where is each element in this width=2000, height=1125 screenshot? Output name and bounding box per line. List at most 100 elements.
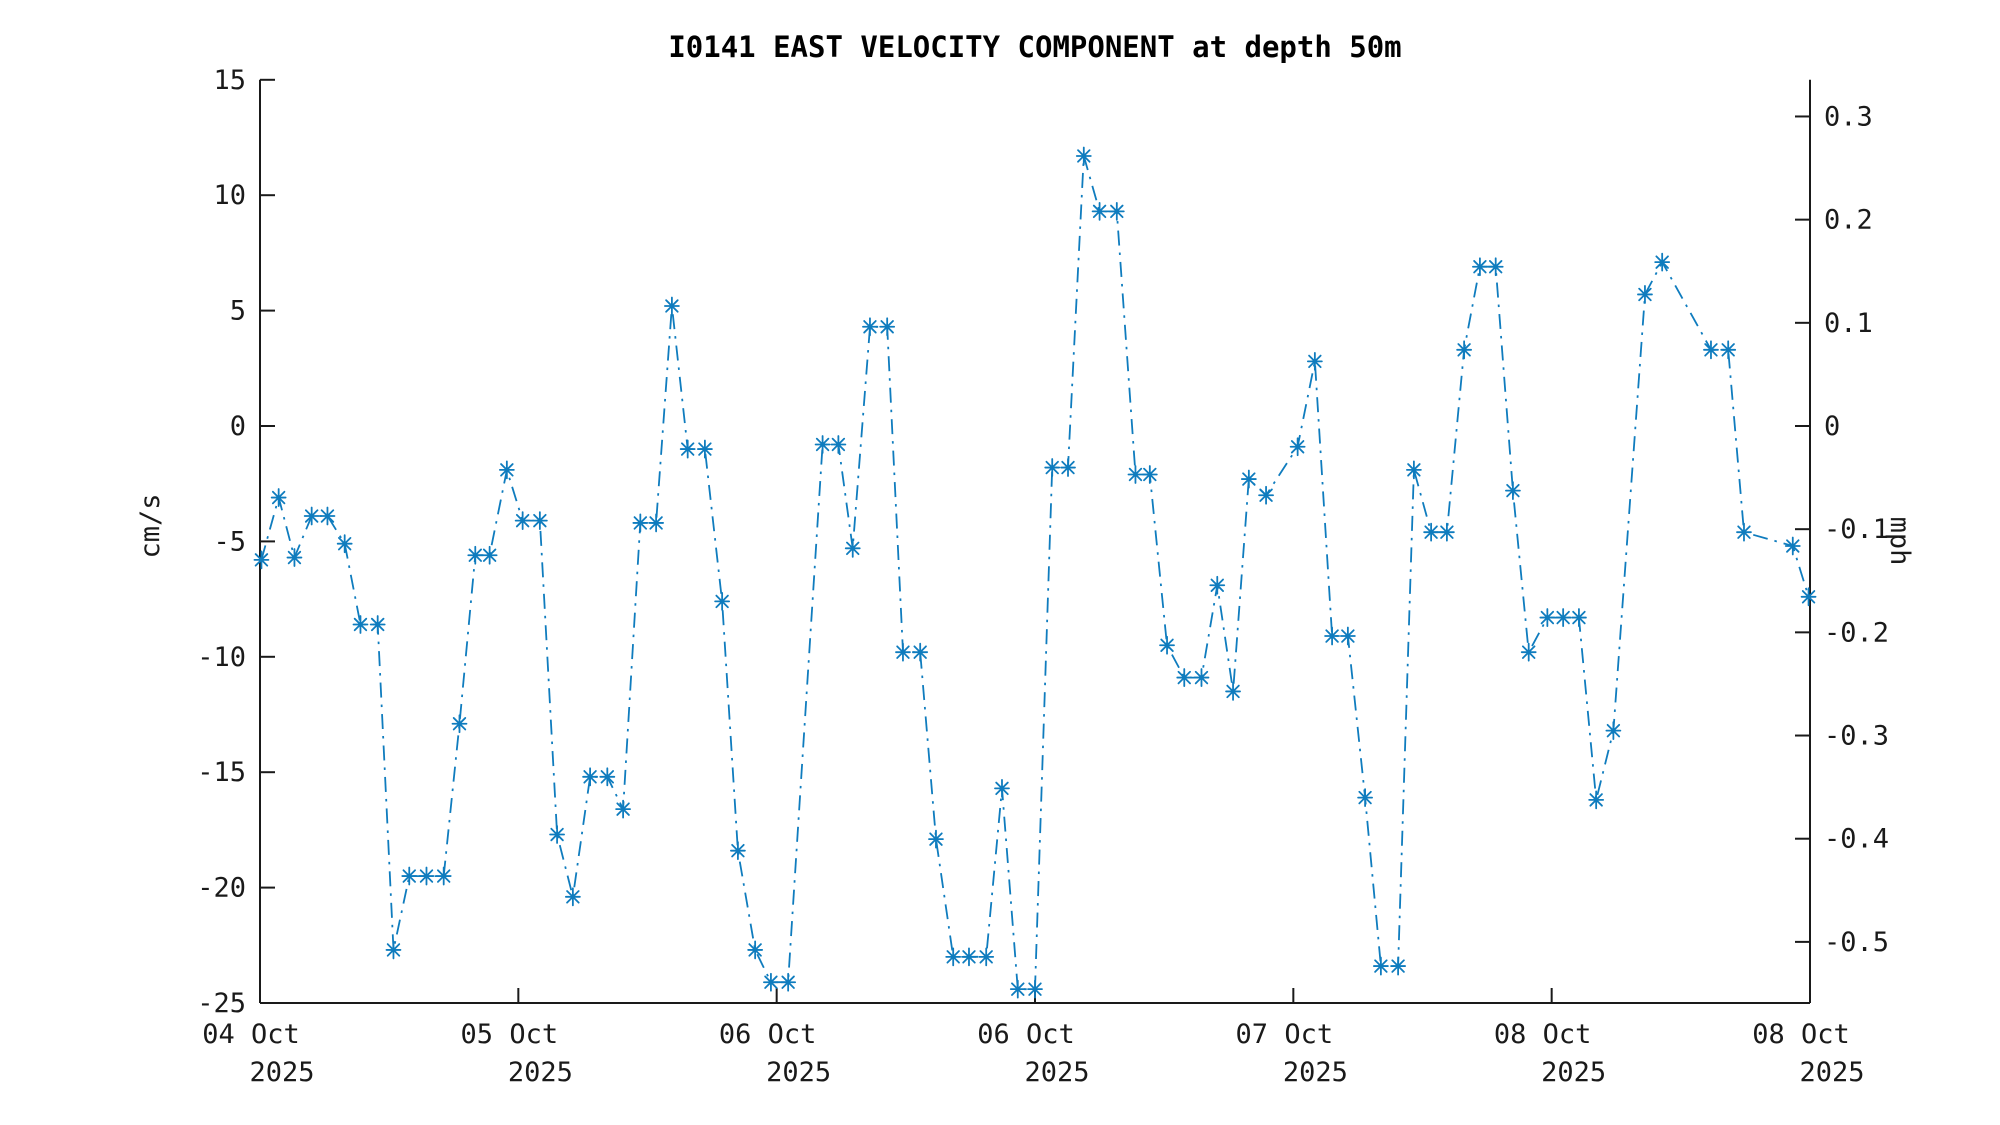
- data-point-marker: [1027, 979, 1043, 999]
- data-point-marker: [1539, 608, 1556, 627]
- data-point-marker: [679, 439, 696, 459]
- data-point-marker: [814, 435, 831, 454]
- data-point-marker: [1472, 257, 1488, 277]
- chart-title: I0141 EAST VELOCITY COMPONENT at depth 5…: [668, 30, 1402, 64]
- data-point-marker: [303, 506, 320, 526]
- bottom-tick-label-date: 06 Oct: [977, 1019, 1075, 1050]
- data-point-marker: [1456, 340, 1473, 360]
- right-tick-label: 0: [1824, 411, 1840, 442]
- data-point-marker: [830, 435, 847, 454]
- data-point-marker: [895, 642, 911, 662]
- left-tick-label: -5: [213, 526, 246, 557]
- data-point-marker: [1209, 575, 1226, 595]
- data-point-marker: [1324, 626, 1340, 646]
- data-point-marker: [1505, 481, 1521, 501]
- data-point-marker: [451, 714, 468, 734]
- data-point-marker: [1703, 340, 1719, 360]
- data-point-marker: [1108, 201, 1125, 221]
- data-point-marker: [467, 545, 484, 565]
- data-point-marker: [1258, 485, 1274, 505]
- bottom-tick-label-year: 2025: [508, 1057, 573, 1088]
- data-point-marker: [780, 972, 797, 992]
- data-point-marker: [1372, 956, 1389, 976]
- bottom-tick-label-year: 2025: [1024, 1057, 1089, 1088]
- data-point-marker: [1784, 536, 1801, 556]
- bottom-tick-label-date: 08 Oct: [1752, 1019, 1850, 1050]
- data-point-marker: [1075, 146, 1092, 166]
- data-point-marker: [435, 866, 452, 886]
- left-tick-label: 15: [213, 65, 246, 96]
- data-point-marker: [648, 513, 665, 533]
- data-point-marker: [385, 940, 402, 960]
- data-point-marker: [1193, 668, 1210, 687]
- data-point-marker: [1637, 285, 1653, 304]
- data-point-marker: [401, 866, 418, 886]
- data-point-marker: [1720, 340, 1737, 360]
- right-tick-label: 0.1: [1824, 308, 1873, 339]
- data-point-marker: [599, 767, 616, 787]
- data-point-marker: [1423, 522, 1440, 542]
- data-point-marker: [1357, 788, 1373, 807]
- data-point-marker: [1060, 458, 1076, 477]
- data-point-marker: [961, 947, 977, 967]
- data-point-marker: [862, 317, 878, 337]
- data-point-marker: [418, 866, 435, 886]
- bottom-tick-label-year: 2025: [1541, 1057, 1606, 1088]
- data-point-marker: [730, 841, 746, 861]
- data-point-marker: [319, 506, 336, 526]
- data-point-marker: [1159, 635, 1175, 655]
- left-tick-label: 0: [230, 411, 246, 442]
- data-point-marker: [270, 488, 287, 507]
- data-point-markers: [253, 146, 1817, 999]
- left-tick-label: -25: [197, 988, 246, 1019]
- data-point-marker: [564, 887, 581, 907]
- velocity-line: [260, 155, 1810, 991]
- bottom-axis-ticks: 04 Oct 2025 05 Oct 2025 06 Oct 2025 06 Oct 2025…: [202, 988, 1865, 1088]
- left-tick-label: -15: [197, 757, 246, 788]
- data-point-marker: [1225, 682, 1241, 701]
- data-point-marker: [369, 615, 386, 634]
- data-point-marker: [615, 799, 632, 819]
- left-tick-label: 5: [230, 296, 246, 327]
- data-point-marker: [1339, 626, 1356, 646]
- data-point-marker: [928, 829, 944, 849]
- data-point-marker: [481, 545, 498, 565]
- data-point-marker: [1439, 522, 1455, 542]
- right-tick-label: -0.5: [1824, 927, 1889, 958]
- data-point-marker: [352, 615, 369, 634]
- data-point-marker: [1487, 257, 1504, 277]
- data-point-marker: [945, 947, 962, 967]
- bottom-tick-label-date: 07 Oct: [1236, 1019, 1334, 1050]
- data-point-marker: [697, 439, 713, 459]
- data-point-marker: [844, 538, 861, 558]
- data-point-marker: [1588, 790, 1605, 810]
- data-point-marker: [1390, 956, 1406, 976]
- data-point-marker: [1289, 437, 1306, 457]
- left-tick-label: -10: [197, 642, 246, 673]
- data-point-marker: [763, 972, 779, 992]
- data-point-marker: [1127, 465, 1144, 484]
- data-point-marker: [1571, 608, 1587, 627]
- data-point-marker: [286, 548, 303, 567]
- data-point-marker: [549, 825, 565, 844]
- right-tick-label: -0.3: [1824, 721, 1889, 752]
- data-point-marker: [978, 947, 995, 967]
- data-point-marker: [1605, 721, 1622, 741]
- data-point-marker: [582, 767, 598, 787]
- right-tick-label: -0.1: [1824, 514, 1889, 545]
- bottom-tick-label-date: 05 Oct: [461, 1019, 559, 1050]
- data-point-marker: [1306, 351, 1323, 371]
- data-point-marker: [632, 513, 649, 533]
- data-point-marker: [1800, 587, 1817, 607]
- data-point-marker: [1405, 460, 1422, 480]
- left-axis-ticks: 15 10 5 0 -5 -10 -15 -20 -25: [197, 65, 275, 1019]
- data-point-marker: [1520, 642, 1537, 662]
- bottom-tick-label-date: 08 Oct: [1494, 1019, 1592, 1050]
- data-point-marker: [336, 534, 353, 554]
- data-point-marker: [879, 317, 896, 337]
- data-point-marker: [663, 296, 680, 316]
- data-point-marker: [1736, 522, 1752, 542]
- bottom-tick-label-year: 2025: [766, 1057, 831, 1088]
- data-point-marker: [994, 778, 1010, 798]
